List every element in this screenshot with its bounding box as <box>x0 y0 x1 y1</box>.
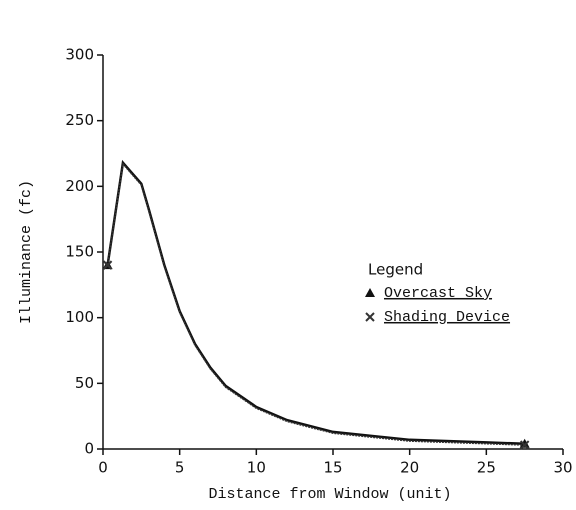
x-tick-label: 0 <box>98 459 108 477</box>
y-tick-label: 200 <box>65 177 94 195</box>
y-tick-label: 0 <box>84 440 94 458</box>
x-tick-label: 10 <box>247 459 266 477</box>
legend-title: Legend <box>368 261 423 279</box>
y-tick-label: 150 <box>65 243 94 261</box>
x-tick-label: 25 <box>477 459 496 477</box>
marker <box>519 440 530 450</box>
marker <box>102 260 113 270</box>
marker <box>365 288 375 297</box>
x-tick-label: 20 <box>400 459 419 477</box>
marker <box>365 312 375 322</box>
line <box>106 162 525 446</box>
marker <box>519 438 530 448</box>
x-tick-label: 5 <box>175 459 185 477</box>
x-tick-label: 15 <box>323 459 342 477</box>
legend-label: Overcast Sky <box>384 285 492 302</box>
y-tick-label: 300 <box>65 46 94 64</box>
x-tick-label: 30 <box>553 459 572 477</box>
x-axis-label: Distance from Window (unit) <box>208 486 451 503</box>
y-tick-label: 50 <box>75 374 94 392</box>
legend-label: Shading Device <box>384 309 510 326</box>
y-tick-label: 250 <box>65 111 94 129</box>
line <box>106 159 525 445</box>
y-tick-label: 100 <box>65 308 94 326</box>
y-axis-label: Illuminance (fc) <box>18 180 35 324</box>
